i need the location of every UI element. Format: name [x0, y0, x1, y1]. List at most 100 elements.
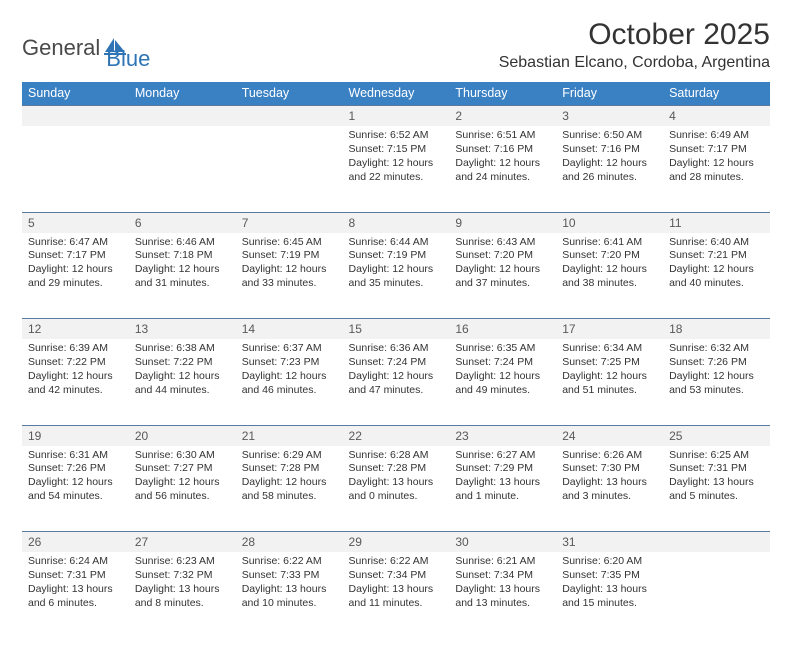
day-number: 21	[242, 429, 255, 443]
day-number-cell: 14	[236, 319, 343, 340]
day-number-cell: 20	[129, 425, 236, 446]
day-number-cell: 19	[22, 425, 129, 446]
day-number: 13	[135, 322, 148, 336]
day-cell: Sunrise: 6:25 AM Sunset: 7:31 PM Dayligh…	[663, 446, 770, 532]
day-cell: Sunrise: 6:45 AM Sunset: 7:19 PM Dayligh…	[236, 233, 343, 319]
day-cell: Sunrise: 6:46 AM Sunset: 7:18 PM Dayligh…	[129, 233, 236, 319]
day-details: Sunrise: 6:38 AM Sunset: 7:22 PM Dayligh…	[135, 342, 230, 397]
day-number-cell: 18	[663, 319, 770, 340]
day-number-cell: 23	[449, 425, 556, 446]
month-title: October 2025	[499, 18, 770, 52]
day-cell: Sunrise: 6:47 AM Sunset: 7:17 PM Dayligh…	[22, 233, 129, 319]
day-details: Sunrise: 6:29 AM Sunset: 7:28 PM Dayligh…	[242, 449, 337, 504]
day-number-cell: 27	[129, 532, 236, 553]
day-details: Sunrise: 6:50 AM Sunset: 7:16 PM Dayligh…	[562, 129, 657, 184]
day-number-row: 19202122232425	[22, 425, 770, 446]
day-content-row: Sunrise: 6:39 AM Sunset: 7:22 PM Dayligh…	[22, 339, 770, 425]
day-number: 10	[562, 216, 575, 230]
header-row: General Blue October 2025 Sebastian Elca…	[22, 18, 770, 72]
day-details: Sunrise: 6:27 AM Sunset: 7:29 PM Dayligh…	[455, 449, 550, 504]
day-number: 31	[562, 535, 575, 549]
day-cell: Sunrise: 6:39 AM Sunset: 7:22 PM Dayligh…	[22, 339, 129, 425]
weekday-header: Thursday	[449, 82, 556, 106]
day-cell: Sunrise: 6:27 AM Sunset: 7:29 PM Dayligh…	[449, 446, 556, 532]
day-details: Sunrise: 6:20 AM Sunset: 7:35 PM Dayligh…	[562, 555, 657, 610]
day-details: Sunrise: 6:24 AM Sunset: 7:31 PM Dayligh…	[28, 555, 123, 610]
day-content-row: Sunrise: 6:31 AM Sunset: 7:26 PM Dayligh…	[22, 446, 770, 532]
day-cell-empty	[22, 126, 129, 212]
day-number-cell: 11	[663, 212, 770, 233]
day-cell: Sunrise: 6:22 AM Sunset: 7:34 PM Dayligh…	[343, 552, 450, 638]
day-details: Sunrise: 6:32 AM Sunset: 7:26 PM Dayligh…	[669, 342, 764, 397]
day-cell: Sunrise: 6:32 AM Sunset: 7:26 PM Dayligh…	[663, 339, 770, 425]
day-details: Sunrise: 6:46 AM Sunset: 7:18 PM Dayligh…	[135, 236, 230, 291]
weekday-header: Friday	[556, 82, 663, 106]
calendar-table: SundayMondayTuesdayWednesdayThursdayFrid…	[22, 82, 770, 638]
day-cell: Sunrise: 6:24 AM Sunset: 7:31 PM Dayligh…	[22, 552, 129, 638]
day-details: Sunrise: 6:23 AM Sunset: 7:32 PM Dayligh…	[135, 555, 230, 610]
day-number: 14	[242, 322, 255, 336]
day-number: 6	[135, 216, 142, 230]
day-content-row: Sunrise: 6:24 AM Sunset: 7:31 PM Dayligh…	[22, 552, 770, 638]
day-cell: Sunrise: 6:38 AM Sunset: 7:22 PM Dayligh…	[129, 339, 236, 425]
day-number: 23	[455, 429, 468, 443]
day-number-cell: 16	[449, 319, 556, 340]
logo-text-blue: Blue	[106, 46, 150, 71]
day-cell: Sunrise: 6:40 AM Sunset: 7:21 PM Dayligh…	[663, 233, 770, 319]
day-cell: Sunrise: 6:50 AM Sunset: 7:16 PM Dayligh…	[556, 126, 663, 212]
day-number-cell: 13	[129, 319, 236, 340]
day-cell: Sunrise: 6:41 AM Sunset: 7:20 PM Dayligh…	[556, 233, 663, 319]
day-details: Sunrise: 6:39 AM Sunset: 7:22 PM Dayligh…	[28, 342, 123, 397]
day-number: 15	[349, 322, 362, 336]
day-number-cell: 6	[129, 212, 236, 233]
day-number-cell: 10	[556, 212, 663, 233]
day-number: 17	[562, 322, 575, 336]
day-cell: Sunrise: 6:29 AM Sunset: 7:28 PM Dayligh…	[236, 446, 343, 532]
day-cell-empty	[129, 126, 236, 212]
day-number: 12	[28, 322, 41, 336]
weekday-header: Sunday	[22, 82, 129, 106]
day-number-cell: 1	[343, 106, 450, 127]
day-number-cell-empty	[236, 106, 343, 127]
day-cell: Sunrise: 6:37 AM Sunset: 7:23 PM Dayligh…	[236, 339, 343, 425]
day-number: 25	[669, 429, 682, 443]
day-number-cell: 26	[22, 532, 129, 553]
day-details: Sunrise: 6:37 AM Sunset: 7:23 PM Dayligh…	[242, 342, 337, 397]
day-number: 5	[28, 216, 35, 230]
day-details: Sunrise: 6:21 AM Sunset: 7:34 PM Dayligh…	[455, 555, 550, 610]
day-number-cell: 24	[556, 425, 663, 446]
day-cell: Sunrise: 6:49 AM Sunset: 7:17 PM Dayligh…	[663, 126, 770, 212]
day-details: Sunrise: 6:30 AM Sunset: 7:27 PM Dayligh…	[135, 449, 230, 504]
calendar-header-row: SundayMondayTuesdayWednesdayThursdayFrid…	[22, 82, 770, 106]
day-number: 27	[135, 535, 148, 549]
day-number: 9	[455, 216, 462, 230]
day-details: Sunrise: 6:26 AM Sunset: 7:30 PM Dayligh…	[562, 449, 657, 504]
day-number-cell: 4	[663, 106, 770, 127]
day-number-cell: 5	[22, 212, 129, 233]
day-number-cell-empty	[663, 532, 770, 553]
day-number: 19	[28, 429, 41, 443]
day-number: 28	[242, 535, 255, 549]
day-cell: Sunrise: 6:52 AM Sunset: 7:15 PM Dayligh…	[343, 126, 450, 212]
day-details: Sunrise: 6:31 AM Sunset: 7:26 PM Dayligh…	[28, 449, 123, 504]
day-cell-empty	[663, 552, 770, 638]
day-number-cell: 7	[236, 212, 343, 233]
day-number: 29	[349, 535, 362, 549]
day-cell: Sunrise: 6:43 AM Sunset: 7:20 PM Dayligh…	[449, 233, 556, 319]
day-number-cell: 28	[236, 532, 343, 553]
day-number-cell: 25	[663, 425, 770, 446]
day-number: 16	[455, 322, 468, 336]
day-number-cell-empty	[129, 106, 236, 127]
day-number: 20	[135, 429, 148, 443]
day-details: Sunrise: 6:35 AM Sunset: 7:24 PM Dayligh…	[455, 342, 550, 397]
day-number: 3	[562, 109, 569, 123]
day-cell: Sunrise: 6:28 AM Sunset: 7:28 PM Dayligh…	[343, 446, 450, 532]
day-number: 18	[669, 322, 682, 336]
day-details: Sunrise: 6:36 AM Sunset: 7:24 PM Dayligh…	[349, 342, 444, 397]
day-number-row: 262728293031	[22, 532, 770, 553]
day-number: 1	[349, 109, 356, 123]
day-number-cell: 17	[556, 319, 663, 340]
day-number-cell: 9	[449, 212, 556, 233]
day-number: 26	[28, 535, 41, 549]
title-block: October 2025 Sebastian Elcano, Cordoba, …	[499, 18, 770, 72]
